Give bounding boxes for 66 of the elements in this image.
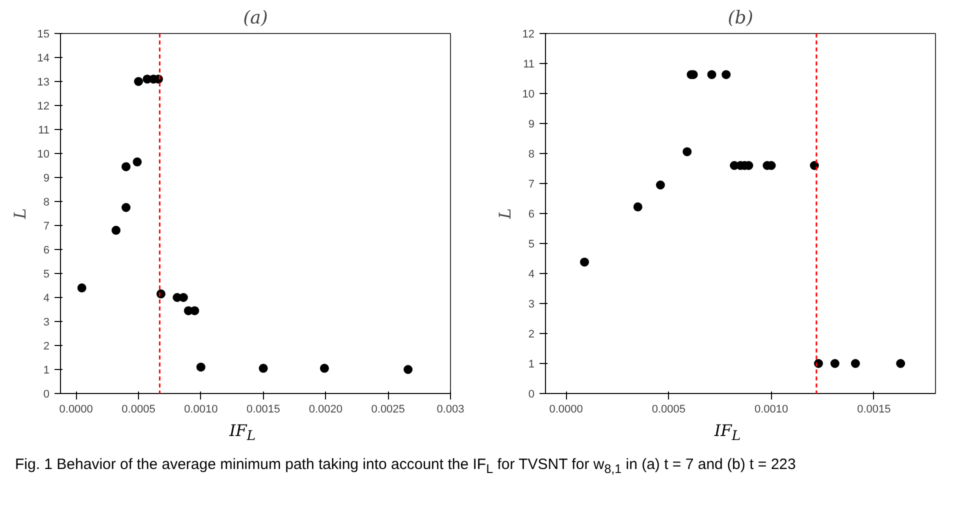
y-tick-label: 10: [522, 88, 535, 100]
y-tick-label: 11: [523, 58, 535, 70]
y-tick-label: 8: [528, 148, 535, 160]
y-tick-label: 4: [43, 292, 50, 304]
y-tick-label: 11: [38, 124, 50, 136]
point: [850, 359, 860, 368]
caption: Fig. 1 Behavior of the average minimum path taking into account the IF$_{L}$ for TVSNT for w$_{8,1}$ in (a) t = 7 and (b) t = 223: [15, 455, 796, 478]
point: [682, 147, 692, 156]
point: [896, 359, 906, 368]
x-tick-label: 0.0005: [122, 404, 156, 416]
y-tick-label: 13: [37, 76, 50, 88]
x-tick-label: 0.0010: [184, 404, 218, 416]
y-tick-label: 2: [43, 340, 50, 352]
x-tick-label: 0.0020: [308, 404, 343, 416]
y-tick-label: 3: [43, 316, 50, 328]
chart-title: (b): [728, 8, 754, 28]
y-tick-label: 6: [528, 208, 535, 220]
point: [320, 364, 329, 373]
x-axis-title: IF$_{L}$: [714, 421, 741, 444]
y-tick-label: 4: [528, 268, 535, 280]
point: [830, 359, 840, 368]
x-tick-label: 0.0005: [652, 404, 686, 416]
y-tick-label: 7: [528, 178, 535, 190]
point: [132, 157, 142, 166]
point: [77, 283, 86, 292]
point: [656, 180, 665, 190]
point: [722, 70, 731, 80]
x-axis-title: IF$_{L}$: [229, 421, 256, 444]
y-tick-label: 5: [43, 268, 50, 280]
x-tick-label: 0.0015: [246, 404, 280, 416]
point: [707, 70, 716, 80]
point: [633, 202, 642, 212]
y-tick-label: 0: [528, 388, 535, 400]
x-tick-label: 0.003: [436, 404, 464, 416]
y-tick-label: 15: [37, 28, 50, 40]
point: [112, 226, 121, 235]
point: [404, 365, 413, 374]
y-tick-label: 1: [43, 364, 50, 376]
y-tick-label: 2: [528, 328, 535, 340]
point: [196, 362, 206, 372]
y-tick-label: 1: [528, 358, 535, 370]
y-tick-label: 3: [528, 298, 535, 310]
x-tick-label: 0.0000: [549, 404, 583, 416]
y-tick-label: 12: [37, 100, 50, 112]
point: [122, 203, 131, 212]
x-tick-label: 0.0010: [754, 404, 788, 416]
point: [580, 258, 589, 267]
point: [122, 162, 131, 172]
y-tick-label: 10: [37, 148, 50, 160]
y-tick-label: 6: [43, 244, 50, 256]
y-axis-title: L: [10, 208, 30, 220]
y-tick-label: 7: [43, 220, 50, 232]
y-tick-label: 0: [43, 388, 50, 400]
y-tick-label: 9: [528, 118, 535, 130]
x-tick-label: 0.0000: [59, 404, 93, 416]
y-tick-label: 14: [37, 52, 50, 64]
y-axis-title: L: [495, 208, 514, 220]
point: [134, 77, 143, 86]
x-tick-label: 0.0025: [371, 404, 405, 416]
point: [258, 364, 268, 373]
y-tick-label: 5: [528, 238, 535, 250]
chart-title: (a): [243, 8, 268, 28]
y-tick-label: 9: [43, 172, 50, 184]
y-tick-label: 12: [522, 28, 535, 40]
x-tick-label: 0.0015: [857, 404, 891, 416]
y-tick-label: 8: [43, 196, 50, 208]
